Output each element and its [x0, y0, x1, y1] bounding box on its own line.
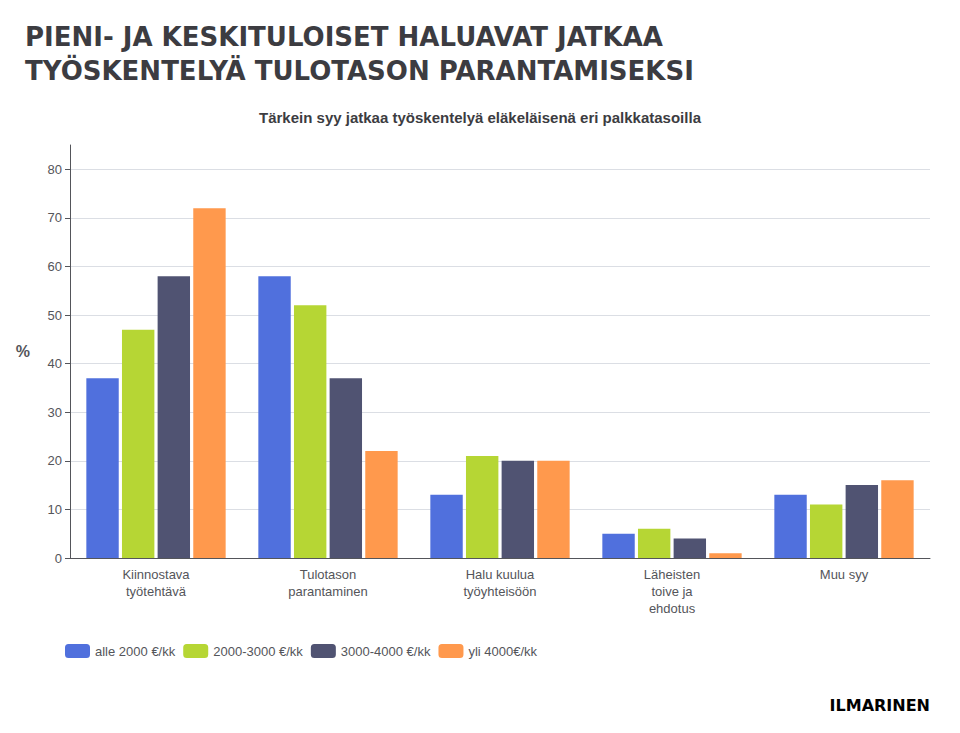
svg-text:TYÖSKENTELYÄ TULOTASON PARANTA: TYÖSKENTELYÄ TULOTASON PARANTAMISEKSI [25, 54, 694, 86]
svg-text:2000-3000 €/kk: 2000-3000 €/kk [213, 644, 303, 659]
svg-text:parantaminen: parantaminen [288, 584, 368, 599]
svg-text:Tulotason: Tulotason [300, 567, 357, 582]
svg-text:Muu syy: Muu syy [820, 567, 869, 582]
svg-text:työtehtävä: työtehtävä [126, 584, 187, 599]
svg-text:0: 0 [55, 551, 62, 566]
svg-text:10: 10 [48, 502, 62, 517]
svg-text:Läheisten: Läheisten [644, 567, 700, 582]
svg-text:80: 80 [48, 162, 62, 177]
svg-text:3000-4000 €/kk: 3000-4000 €/kk [341, 644, 431, 659]
svg-text:toive ja: toive ja [651, 584, 693, 599]
svg-text:työyhteisöön: työyhteisöön [464, 584, 537, 599]
svg-text:ILMARINEN: ILMARINEN [830, 696, 930, 715]
svg-text:yli 4000€/kk: yli 4000€/kk [468, 644, 537, 659]
svg-text:60: 60 [48, 259, 62, 274]
svg-text:alle 2000 €/kk: alle 2000 €/kk [95, 644, 176, 659]
svg-text:ehdotus: ehdotus [649, 601, 696, 616]
svg-text:PIENI- JA KESKITULOISET HALUAV: PIENI- JA KESKITULOISET HALUAVAT JATKAA [25, 22, 663, 52]
svg-text:70: 70 [48, 210, 62, 225]
svg-text:50: 50 [48, 308, 62, 323]
svg-text:Tärkein syy jatkaa työskentely: Tärkein syy jatkaa työskentelyä eläkeläi… [259, 109, 702, 126]
svg-text:30: 30 [48, 405, 62, 420]
svg-text:20: 20 [48, 453, 62, 468]
svg-text:Kiinnostava: Kiinnostava [122, 567, 190, 582]
svg-text:40: 40 [48, 356, 62, 371]
svg-text:Halu kuulua: Halu kuulua [466, 567, 535, 582]
svg-text:%: % [16, 343, 30, 360]
